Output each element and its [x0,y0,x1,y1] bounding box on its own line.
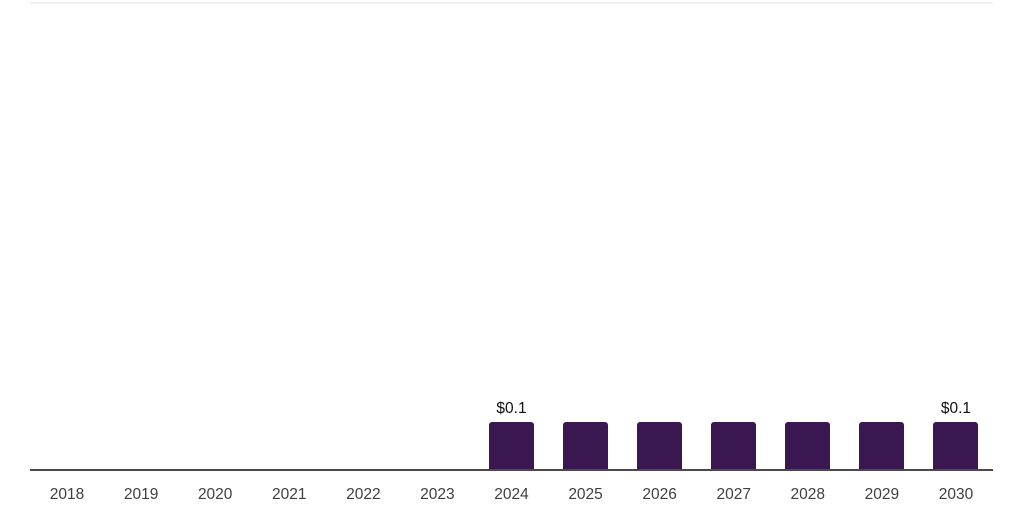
x-tick-2022: 2022 [346,486,381,503]
bar-2028 [785,422,831,469]
x-tick-2026: 2026 [642,486,677,503]
bar-2027 [711,422,757,469]
x-tick-2021: 2021 [272,486,307,503]
chart-top-border [30,2,993,4]
x-tick-2025: 2025 [568,486,603,503]
bar-2025 [563,422,609,469]
bar-2026 [637,422,683,469]
x-tick-2023: 2023 [420,486,455,503]
x-tick-2027: 2027 [716,486,751,503]
x-tick-2024: 2024 [494,486,529,503]
x-tick-2018: 2018 [49,486,85,503]
bar-2029 [859,422,905,469]
x-tick-2029: 2029 [864,486,900,503]
x-tick-2019: 2019 [123,486,159,503]
bar-2024 [489,422,534,469]
bar-2030 [933,422,979,469]
x-tick-2030: 2030 [938,486,974,503]
bar-value-label-2030: $0.1 [940,400,972,417]
bar-value-label-2024: $0.1 [496,400,527,417]
x-axis-line [30,469,993,471]
x-tick-2020: 2020 [197,486,233,503]
x-tick-2028: 2028 [790,486,826,503]
